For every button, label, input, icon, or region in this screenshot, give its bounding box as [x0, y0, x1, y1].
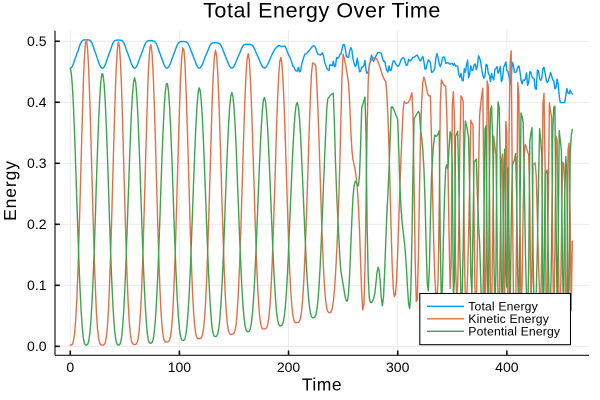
svg-text:300: 300 — [386, 359, 410, 375]
svg-text:0.0: 0.0 — [27, 338, 47, 354]
svg-text:Energy: Energy — [0, 160, 20, 221]
svg-text:0.5: 0.5 — [27, 33, 47, 49]
svg-text:Time: Time — [302, 375, 342, 395]
svg-text:0.1: 0.1 — [27, 277, 47, 293]
svg-text:Potential Energy: Potential Energy — [468, 325, 561, 339]
svg-text:0.3: 0.3 — [27, 155, 47, 171]
svg-text:Kinetic Energy: Kinetic Energy — [468, 312, 549, 326]
svg-text:Total Energy: Total Energy — [468, 300, 538, 314]
svg-text:0: 0 — [66, 359, 74, 375]
svg-text:100: 100 — [168, 359, 192, 375]
svg-text:400: 400 — [495, 359, 519, 375]
svg-text:0.4: 0.4 — [27, 94, 47, 110]
svg-text:0.2: 0.2 — [27, 216, 47, 232]
svg-text:200: 200 — [277, 359, 301, 375]
svg-text:Total Energy Over Time: Total Energy Over Time — [203, 0, 441, 22]
